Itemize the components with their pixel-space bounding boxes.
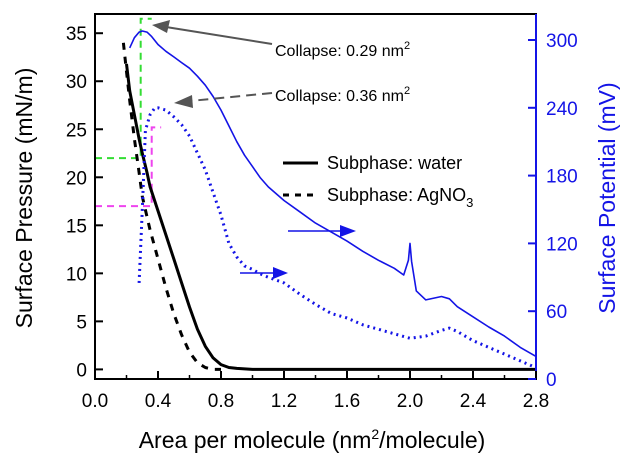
y-left-tick-label-1: 5 — [76, 312, 87, 333]
legend: Subphase: water Subphase: AgNO3 — [283, 153, 473, 210]
y-left-tick-label-2: 10 — [66, 264, 87, 285]
guide-magenta — [95, 126, 162, 208]
guide-lines — [95, 17, 162, 208]
x-tick-label-1: 0.4 — [145, 391, 172, 412]
x-tick-label-6: 2.4 — [460, 391, 487, 412]
annotation-arrow-2 — [189, 92, 273, 102]
x-tick-label-2: 0.8 — [208, 391, 234, 412]
series-group — [121, 30, 537, 371]
annotation-arrow-1 — [165, 26, 273, 45]
y-left-tick-label-3: 15 — [66, 216, 87, 237]
annotation-collapse-water: Collapse: 0.29 nm2 — [152, 20, 410, 60]
series-line-1 — [121, 42, 221, 371]
y-right-tick-label-4: 240 — [546, 99, 578, 120]
annotation-collapse-agno3: Collapse: 0.36 nm2 — [174, 85, 410, 108]
y-axis-left-title: Surface Pressure (mN/m) — [11, 68, 37, 329]
x-axis-title: Area per molecule (nm2/molecule) — [139, 426, 486, 453]
y-right-tick-label-5: 300 — [546, 31, 578, 52]
y-left-tick-label-5: 25 — [66, 120, 87, 141]
annotation-text-1: Collapse: 0.29 nm2 — [275, 40, 410, 60]
legend-label-water: Subphase: water — [327, 153, 462, 173]
series-line-0 — [125, 63, 536, 371]
annotation-arrowhead-2 — [174, 95, 193, 108]
y-left-tick-label-7: 35 — [66, 24, 87, 45]
x-tick-label-5: 2.0 — [397, 391, 423, 412]
legend-label-agno3: Subphase: AgNO3 — [327, 185, 473, 210]
series-line-2 — [128, 30, 537, 358]
arrow-to-right-axis-1 — [288, 225, 356, 237]
y-left-tick-label-0: 0 — [76, 360, 87, 381]
x-tick-label-7: 2.8 — [523, 391, 549, 412]
x-axis-title-end: /molecule) — [379, 427, 485, 453]
y-left-tick-label-4: 20 — [66, 168, 87, 189]
y-right-tick-label-2: 120 — [546, 234, 578, 255]
y-right-tick-label-3: 180 — [546, 167, 578, 188]
x-tick-label-3: 1.2 — [271, 391, 297, 412]
annotation-text-2: Collapse: 0.36 nm2 — [275, 85, 410, 105]
guide-green — [95, 17, 152, 160]
annotation-arrowhead-1 — [152, 20, 170, 33]
y-right-tick-label-0: 0 — [546, 370, 557, 391]
y-right-tick-label-1: 60 — [546, 302, 567, 323]
x-axis-title-sup: 2 — [371, 426, 379, 442]
x-tick-label-0: 0.0 — [82, 391, 108, 412]
arrow-to-right-axis-2 — [240, 267, 288, 279]
ticks-group: 0.0 0.4 0.8 1.2 1.6 2.0 2.4 2.80510152025303506… — [66, 24, 578, 412]
x-tick-label-4: 1.6 — [334, 391, 360, 412]
y-axis-right-title: Surface Potential (mV) — [594, 82, 620, 313]
x-axis-title-main: Area per molecule (nm — [139, 427, 372, 453]
y-left-tick-label-6: 30 — [66, 72, 87, 93]
